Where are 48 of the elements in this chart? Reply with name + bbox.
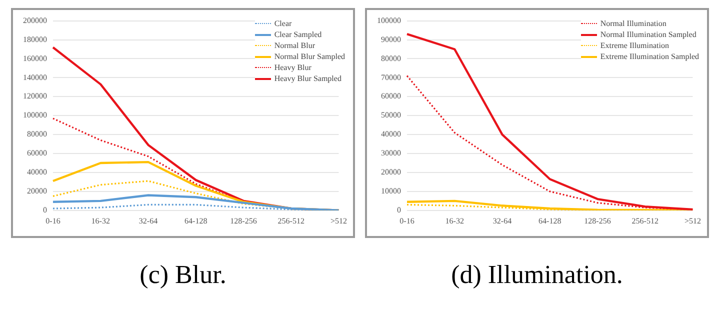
y-tick-label: 160000 <box>23 54 47 63</box>
legend-label: Clear Sampled <box>274 29 322 40</box>
y-tick-label: 20000 <box>381 168 401 177</box>
legend-label: Heavy Blur <box>274 62 312 73</box>
y-tick-label: 50000 <box>381 110 401 120</box>
y-tick-label: 0 <box>397 205 401 214</box>
x-tick-label: >512 <box>330 216 347 226</box>
x-tick-label: 256-512 <box>278 216 304 226</box>
y-tick-label: 90000 <box>381 34 401 44</box>
y-tick-label: 80000 <box>381 54 401 63</box>
legend-label: Normal Illumination Sampled <box>600 29 696 40</box>
x-tick-label: 0-16 <box>46 216 60 226</box>
y-tick-label: 100000 <box>23 110 47 120</box>
x-tick-label: 64-128 <box>538 216 562 226</box>
y-tick-label: 20000 <box>27 186 47 196</box>
y-tick-label: 180000 <box>23 34 47 44</box>
y-tick-label: 80000 <box>27 130 47 139</box>
y-tick-label: 60000 <box>27 148 47 158</box>
y-tick-label: 40000 <box>381 130 401 139</box>
x-tick-label: 128-256 <box>230 216 257 226</box>
text: (d) Illumination. <box>451 260 623 290</box>
y-tick-label: 40000 <box>27 168 47 177</box>
x-tick-label: 16-32 <box>445 216 464 226</box>
y-tick-label: 30000 <box>381 148 401 158</box>
y-tick-label: 200000 <box>23 16 47 25</box>
legend-label: Extreme Illumination Sampled <box>600 51 699 62</box>
x-tick-label: 128-256 <box>584 216 611 226</box>
legend-label: Heavy Blur Sampled <box>274 73 342 84</box>
y-tick-label: 0 <box>43 205 47 214</box>
x-tick-label: >512 <box>684 216 701 226</box>
y-tick-label: 70000 <box>381 72 401 82</box>
text: (c) Blur. <box>140 260 226 290</box>
legend-label: Clear <box>274 18 292 29</box>
x-tick-label: 256-512 <box>632 216 658 226</box>
x-tick-label: 32-64 <box>492 216 512 226</box>
y-tick-label: 60000 <box>381 92 401 101</box>
x-tick-label: 64-128 <box>184 216 208 226</box>
y-tick-label: 140000 <box>23 72 47 82</box>
x-tick-label: 32-64 <box>138 216 158 226</box>
y-tick-label: 100000 <box>377 16 401 25</box>
legend-label: Normal Blur <box>274 40 316 51</box>
y-tick-label: 120000 <box>23 92 47 101</box>
legend-label: Extreme Illumination <box>600 40 669 51</box>
x-tick-label: 0-16 <box>400 216 414 226</box>
legend-label: Normal Blur Sampled <box>274 51 345 62</box>
x-tick-label: 16-32 <box>91 216 110 226</box>
legend-label: Normal Illumination <box>600 18 666 29</box>
y-tick-label: 10000 <box>381 186 401 196</box>
